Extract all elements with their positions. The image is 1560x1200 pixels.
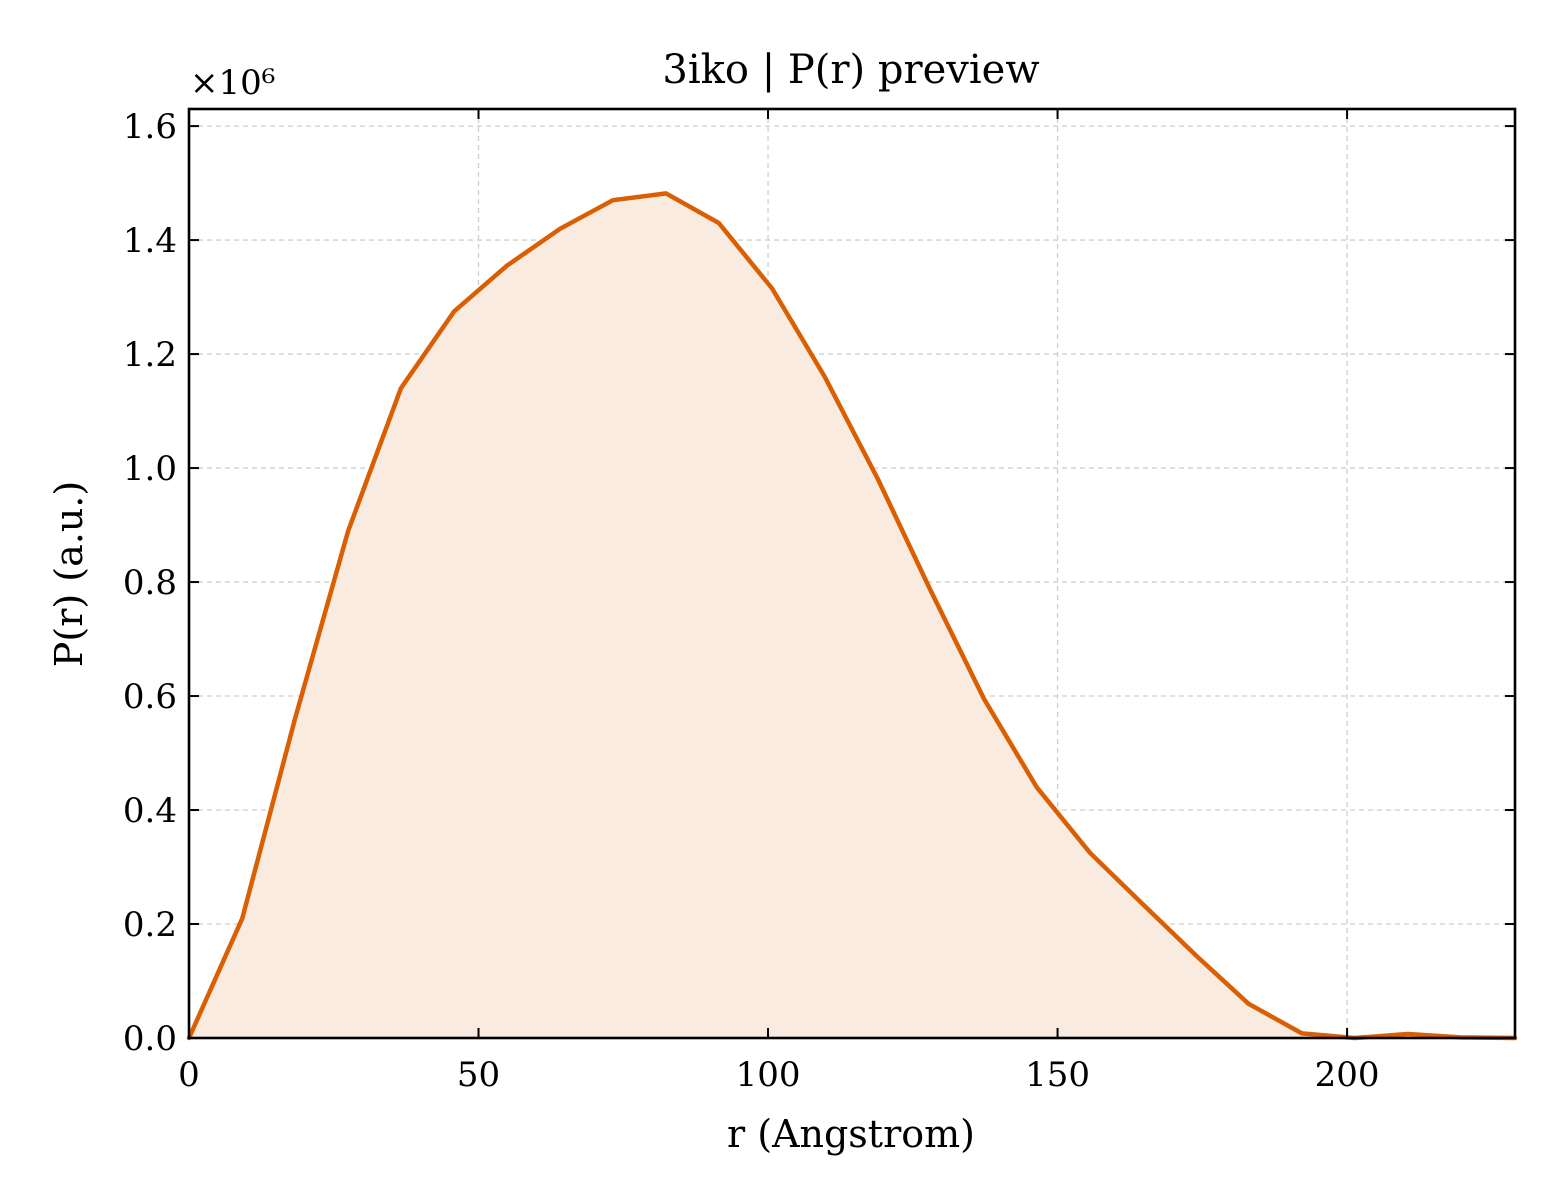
x-tick-label: 100 xyxy=(736,1055,801,1095)
plot-frame xyxy=(187,107,1517,1040)
series-line xyxy=(186,191,1518,1041)
y-tick-label: 1.6 xyxy=(123,107,177,147)
tick-labels: 0 50 100 150 200 0.0 0.2 0.4 0.6 0.8 1.0 1.2 1.4 1.6 xyxy=(123,107,1380,1095)
area-fill xyxy=(189,193,1515,1038)
y-offset-label: ×10⁶ xyxy=(190,63,275,103)
y-tick-label: 1.4 xyxy=(123,221,177,261)
chart-title: 3iko | P(r) preview xyxy=(662,47,1039,93)
y-tick-label: 0.2 xyxy=(123,905,177,945)
y-tick-label: 1.0 xyxy=(123,449,177,489)
x-tick-label: 50 xyxy=(457,1055,500,1095)
y-tick-label: 0.8 xyxy=(123,563,177,603)
y-tick-label: 0.0 xyxy=(123,1019,177,1059)
x-tick-label: 150 xyxy=(1025,1055,1090,1095)
y-tick-label: 0.6 xyxy=(123,677,177,717)
y-tick-label: 0.4 xyxy=(123,791,177,831)
y-axis-label: P(r) (a.u.) xyxy=(47,481,91,667)
x-tick-label: 200 xyxy=(1315,1055,1380,1095)
x-tick-label: 0 xyxy=(178,1055,200,1095)
x-axis-label: r (Angstrom) xyxy=(727,1112,975,1156)
y-tick-label: 1.2 xyxy=(123,335,177,375)
